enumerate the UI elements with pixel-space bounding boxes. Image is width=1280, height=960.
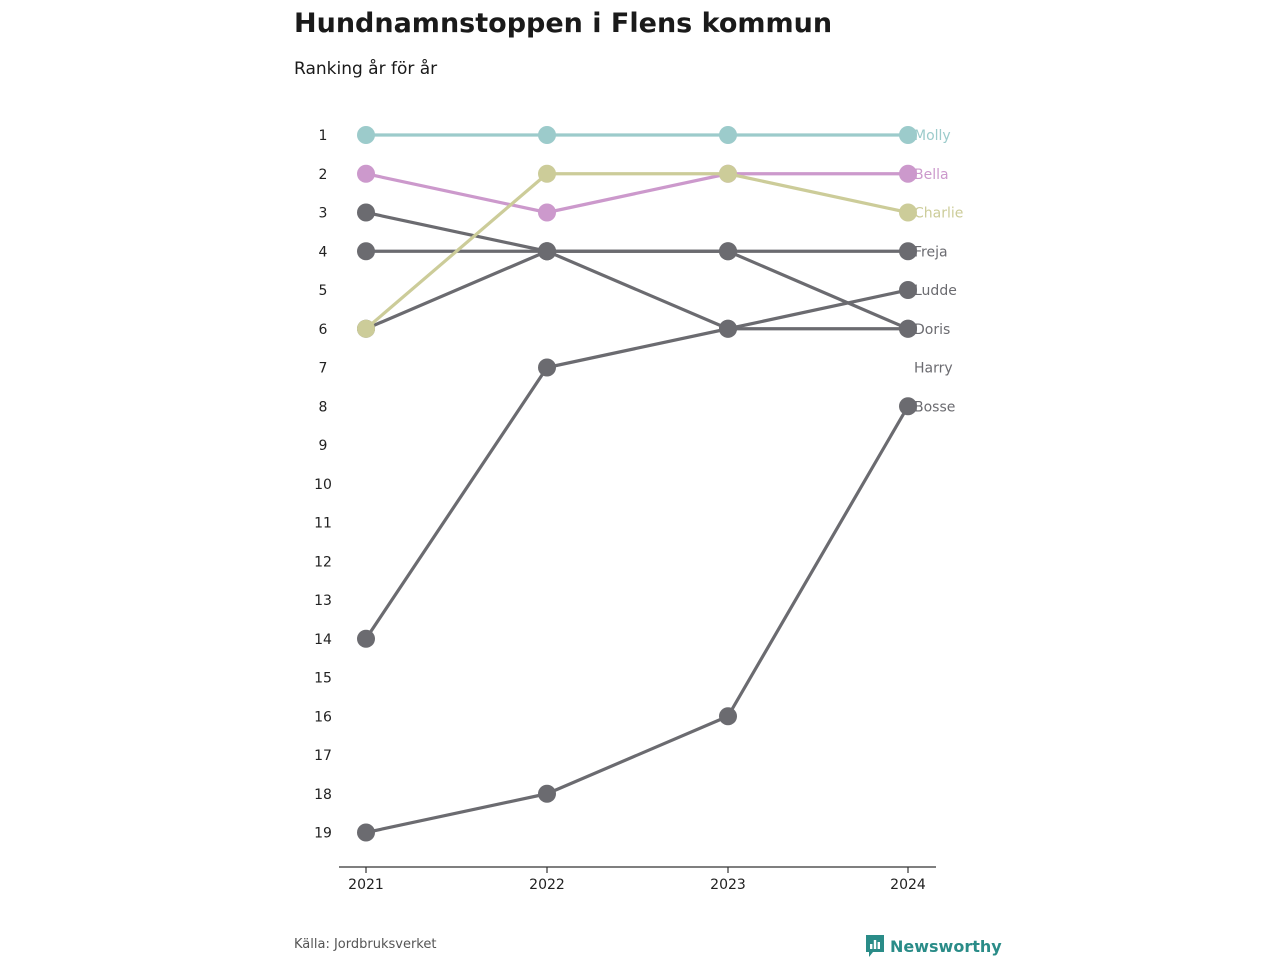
data-point-charlie — [719, 164, 737, 183]
brand-label: Newsworthy — [890, 936, 1002, 956]
y-tick-label: 10 — [314, 477, 332, 493]
end-label-bosse: Bosse — [914, 399, 955, 415]
x-tick-label: 2023 — [710, 877, 746, 893]
data-point-charlie — [899, 203, 917, 222]
y-tick-label: 13 — [314, 593, 332, 609]
end-label-molly: Molly — [914, 128, 951, 144]
data-point-ludde — [538, 358, 556, 377]
newsworthy-logo-icon — [866, 935, 884, 957]
data-point-charlie — [538, 164, 556, 183]
data-point-bosse — [899, 397, 917, 416]
y-tick-label: 2 — [319, 167, 328, 183]
y-tick-label: 12 — [314, 554, 332, 570]
data-point-ludde — [899, 281, 917, 299]
y-tick-label: 9 — [319, 438, 328, 454]
x-tick-label: 2022 — [529, 877, 565, 893]
data-point-bella — [899, 164, 917, 183]
data-point-doris — [357, 203, 375, 222]
data-point-charlie — [357, 319, 375, 338]
series-line-ludde — [364, 288, 909, 640]
data-point-harry — [538, 242, 556, 261]
y-tick-label: 16 — [314, 709, 332, 725]
y-tick-label: 5 — [319, 283, 328, 299]
x-tick-label: 2021 — [348, 877, 384, 893]
data-point-bosse — [538, 784, 556, 803]
data-point-harry — [899, 319, 917, 338]
y-tick-label: 4 — [319, 244, 328, 260]
data-point-harry — [719, 242, 737, 261]
series-line-bosse — [365, 405, 910, 835]
x-tick-label: 2024 — [890, 877, 926, 893]
series-line-charlie — [364, 172, 909, 330]
y-tick-label: 7 — [319, 361, 328, 377]
series-line-harry — [365, 249, 909, 331]
data-point-molly — [899, 126, 917, 144]
end-label-charlie: Charlie — [914, 206, 963, 222]
data-point-bella — [357, 164, 375, 183]
y-tick-label: 19 — [314, 826, 332, 842]
end-label-ludde: Ludde — [914, 283, 957, 299]
data-point-doris — [719, 319, 737, 338]
series-line-bella — [365, 172, 908, 215]
end-label-bella: Bella — [914, 167, 949, 183]
end-label-harry: Harry — [914, 361, 953, 377]
chart-title: Hundnamnstoppen i Flens kommun — [294, 8, 833, 39]
source-note: Källa: Jordbruksverket — [294, 937, 437, 952]
y-tick-label: 8 — [319, 399, 328, 415]
data-point-molly — [538, 126, 556, 144]
y-tick-label: 11 — [314, 516, 332, 532]
data-point-freja — [899, 242, 917, 261]
y-tick-label: 18 — [314, 787, 332, 803]
y-tick-label: 6 — [319, 322, 328, 338]
series-line-doris — [365, 210, 908, 331]
end-label-freja: Freja — [914, 244, 948, 260]
data-point-bella — [538, 203, 556, 222]
data-point-bosse — [357, 823, 375, 842]
y-tick-label: 14 — [314, 632, 332, 648]
chart-subtitle: Ranking år för år — [294, 59, 438, 79]
y-tick-label: 15 — [314, 671, 332, 687]
y-tick-label: 3 — [319, 206, 328, 222]
newsworthy-brand[interactable]: Newsworthy — [865, 934, 1002, 958]
y-tick-label: 1 — [319, 128, 328, 144]
end-label-doris: Doris — [914, 322, 950, 338]
y-tick-label: 17 — [314, 748, 332, 764]
data-point-freja — [357, 242, 375, 261]
data-point-molly — [719, 126, 737, 144]
data-point-ludde — [357, 629, 375, 648]
data-point-bosse — [719, 707, 737, 726]
data-point-molly — [357, 126, 375, 144]
